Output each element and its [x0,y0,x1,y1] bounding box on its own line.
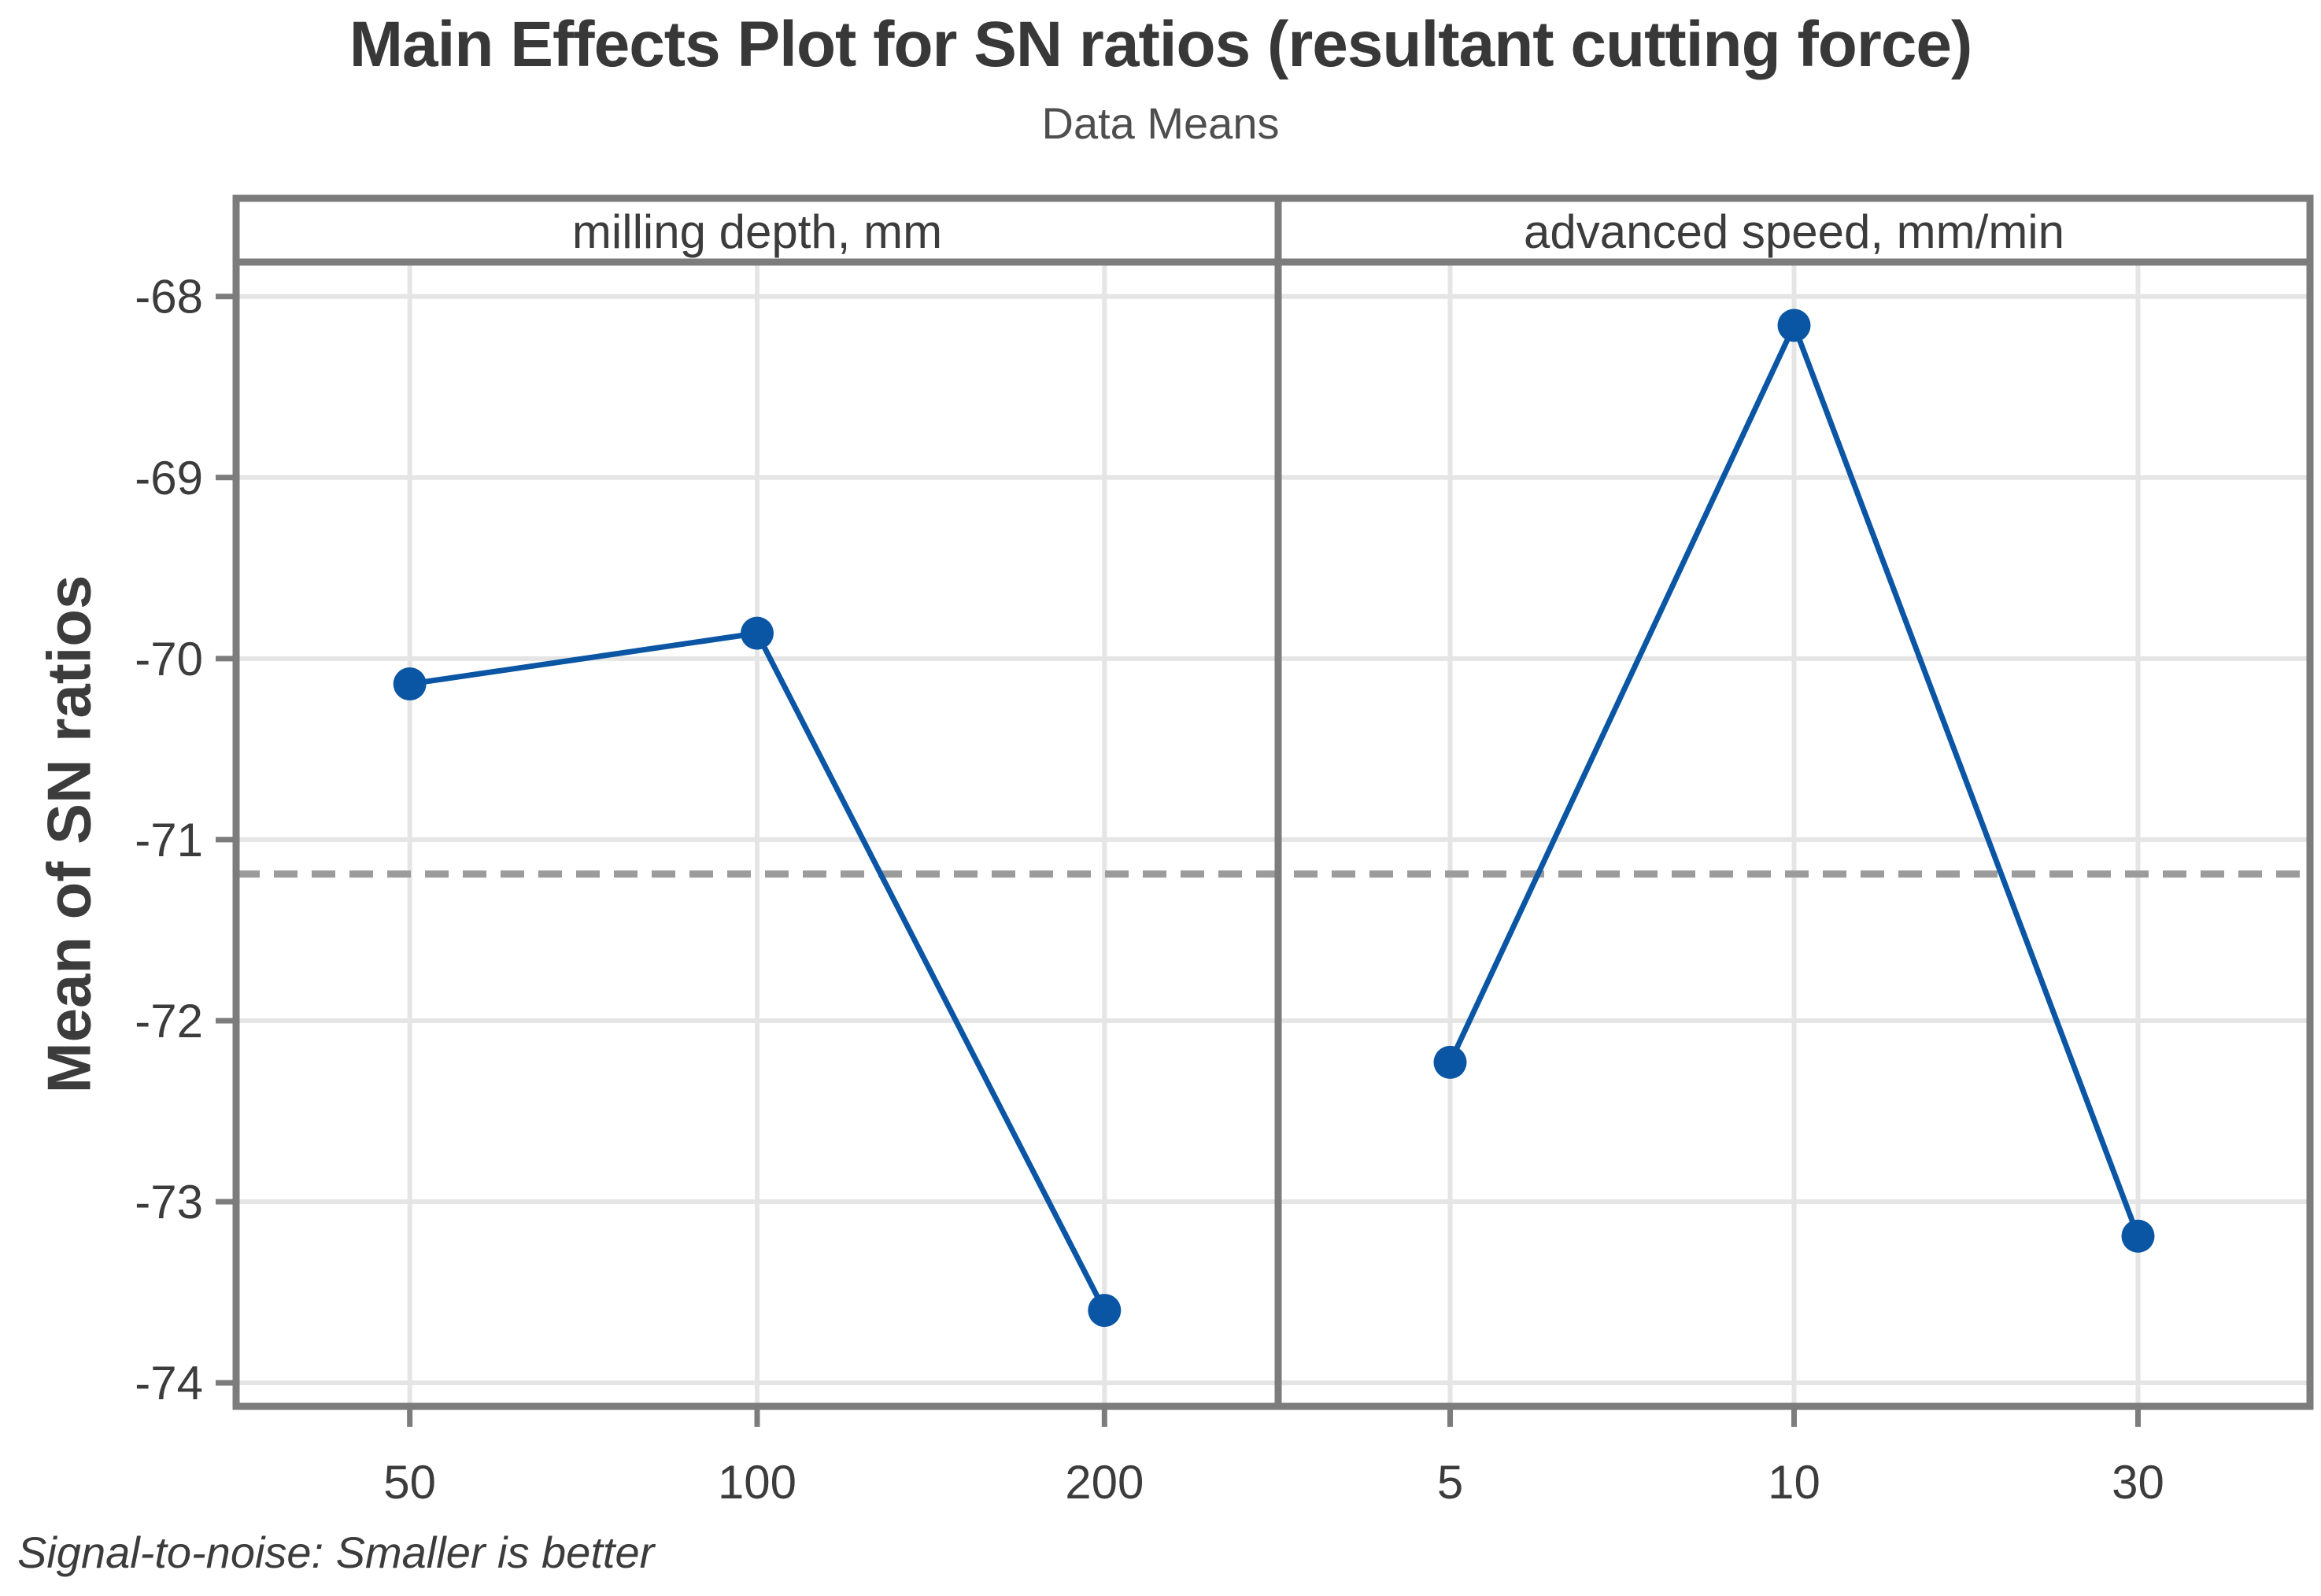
x-tick-label: 5 [1437,1456,1463,1509]
y-tick-label: -74 [135,1357,203,1409]
y-tick-label: -71 [135,814,203,866]
signal-to-noise-footnote: Signal-to-noise: Smaller is better [17,1528,655,1577]
data-point-marker [393,667,427,701]
data-point-marker [741,616,774,650]
x-tick-label: 100 [718,1456,796,1509]
panel-frame [232,194,2314,1410]
y-tick-label: -68 [135,271,203,323]
y-tick-label: -69 [135,452,203,504]
y-tick-label: -70 [135,633,203,685]
chart-title: Main Effects Plot for SN ratios (resulta… [349,9,1973,80]
chart-subtitle: Data Means [1041,98,1280,148]
panel-header-advanced-speed: advanced speed, mm/min [1523,205,2064,258]
data-point-marker [1088,1294,1122,1328]
x-tick-label: 30 [2112,1456,2164,1509]
data-point-marker [1777,308,1811,342]
y-tick-label: -72 [135,995,203,1047]
y-tick-label: -73 [135,1176,203,1228]
x-tick-label: 50 [383,1456,436,1509]
data-point-marker [2121,1219,2155,1253]
y-axis-title: Mean of SN ratios [34,574,104,1094]
panel-header-milling-depth: milling depth, mm [571,205,943,258]
data-point-marker [1433,1045,1467,1079]
x-tick-label: 10 [1768,1456,1820,1509]
x-tick-label: 200 [1065,1456,1144,1509]
